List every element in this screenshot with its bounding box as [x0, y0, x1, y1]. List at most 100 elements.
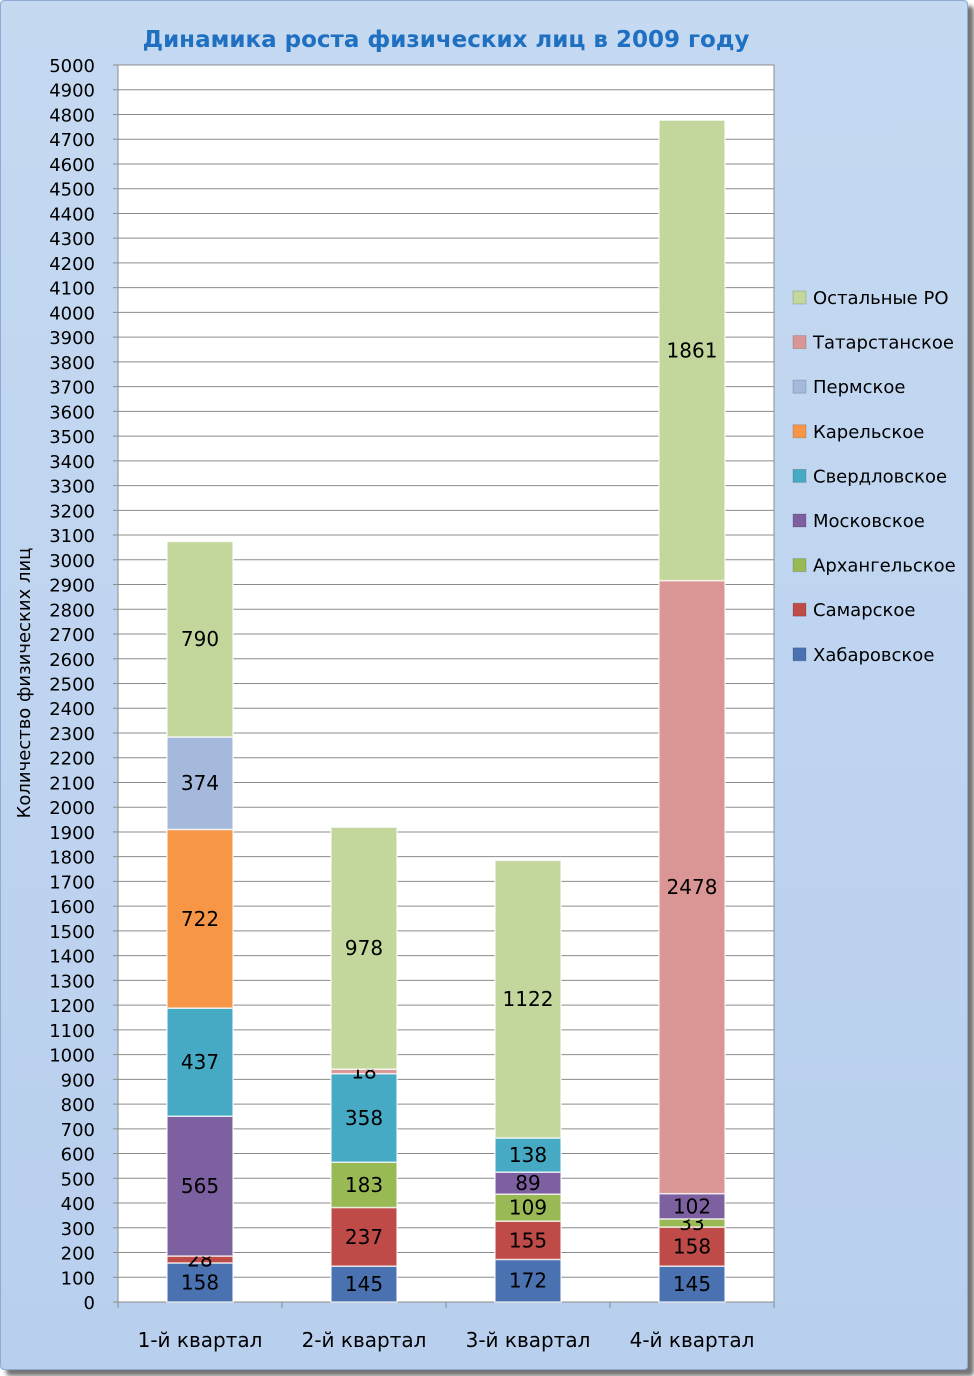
legend-item-label: Московское	[813, 511, 925, 532]
bar-segment	[494, 1220, 562, 1261]
y-axis-ticks: 0 100 200 300 400 500 600 700 800 900 1000 1100 1200…	[49, 56, 95, 1314]
y-tick-label: 800	[61, 1095, 95, 1116]
y-tick-label: 3900	[49, 328, 95, 349]
bar-segment	[330, 826, 398, 1070]
legend: Остальные РО Татарстанское Пермское Карельс…	[792, 288, 956, 666]
data-label: 1122	[503, 987, 554, 1011]
legend-swatch	[792, 558, 807, 573]
y-tick-label: 2800	[49, 600, 95, 621]
data-label: 183	[345, 1173, 383, 1197]
bar-segment	[658, 1192, 726, 1220]
bar-segment	[494, 1137, 562, 1173]
y-tick-label: 3700	[49, 378, 95, 399]
y-tick-label: 700	[61, 1120, 95, 1141]
bar-segment	[330, 1072, 398, 1163]
bar-segment	[330, 1206, 398, 1267]
bar-segment	[330, 1265, 398, 1303]
y-tick-label: 5000	[49, 56, 95, 77]
data-label: 565	[181, 1174, 219, 1198]
y-tick-label: 4000	[49, 303, 95, 324]
data-label: 172	[509, 1269, 547, 1293]
data-label: 790	[181, 627, 219, 651]
data-label: 102	[673, 1194, 711, 1218]
bars: 1582856543772237479014523718335818978172…	[166, 119, 726, 1303]
y-tick-label: 300	[61, 1219, 95, 1240]
y-tick-label: 4100	[49, 279, 95, 300]
bar-segment	[166, 1115, 234, 1257]
bar-segment	[494, 1193, 562, 1222]
legend-item-label: Татарстанское	[812, 333, 954, 354]
bar-segment	[658, 119, 726, 582]
y-tick-label: 4700	[49, 130, 95, 151]
data-label: 138	[509, 1143, 547, 1167]
bar-segment	[166, 540, 234, 738]
data-label: 1861	[667, 338, 718, 362]
legend-swatch	[792, 513, 807, 528]
bar-segment	[658, 1226, 726, 1267]
y-tick-label: 4400	[49, 204, 95, 225]
data-label: 109	[509, 1196, 547, 1220]
chart-title: Динамика роста физических лиц в 2009 год…	[143, 27, 750, 53]
x-tick-label: 3-й квартал	[466, 1328, 591, 1352]
y-tick-label: 1500	[49, 922, 95, 943]
legend-item-label: Хабаровское	[813, 645, 934, 666]
x-tick-label: 4-й квартал	[630, 1328, 755, 1352]
legend-item-label: Самарское	[813, 600, 916, 621]
data-label: 722	[181, 907, 219, 931]
y-tick-label: 2500	[49, 675, 95, 696]
y-tick-label: 4800	[49, 105, 95, 126]
y-tick-label: 3000	[49, 551, 95, 572]
y-tick-label: 3500	[49, 427, 95, 448]
y-tick-label: 2400	[49, 699, 95, 720]
y-tick-label: 1600	[49, 897, 95, 918]
y-tick-label: 1300	[49, 971, 95, 992]
y-tick-label: 1200	[49, 996, 95, 1017]
y-tick-label: 4500	[49, 180, 95, 201]
y-tick-label: 3400	[49, 452, 95, 473]
legend-item-label: Архангельское	[813, 556, 956, 577]
y-tick-label: 3800	[49, 353, 95, 374]
y-tick-label: 400	[61, 1194, 95, 1215]
data-label: 145	[345, 1272, 383, 1296]
bar-segment	[166, 1007, 234, 1117]
y-tick-label: 1000	[49, 1046, 95, 1067]
bar-segment	[166, 1262, 234, 1303]
data-label: 358	[345, 1106, 383, 1130]
y-tick-label: 1900	[49, 823, 95, 844]
legend-swatch	[792, 379, 807, 394]
data-label: 437	[181, 1050, 219, 1074]
legend-item-label: Свердловское	[813, 466, 947, 487]
y-tick-label: 4900	[49, 81, 95, 102]
bar-segment	[494, 1258, 562, 1303]
y-tick-label: 3200	[49, 501, 95, 522]
y-tick-label: 4200	[49, 254, 95, 275]
y-tick-label: 900	[61, 1070, 95, 1091]
legend-swatch	[792, 647, 807, 662]
bar-segment	[166, 736, 234, 831]
y-tick-label: 1800	[49, 848, 95, 869]
y-tick-label: 2900	[49, 576, 95, 597]
y-axis-label: Количество физических лиц	[14, 548, 35, 819]
y-tick-label: 3600	[49, 402, 95, 423]
x-tick-label: 1-й квартал	[138, 1328, 263, 1352]
y-tick-label: 2100	[49, 773, 95, 794]
data-label: 145	[673, 1272, 711, 1296]
legend-swatch	[792, 335, 807, 350]
data-label: 158	[673, 1235, 711, 1259]
x-axis-ticks: 1-й квартал 2-й квартал 3-й квартал 4-й ква…	[138, 1328, 755, 1352]
legend-item-label: Пермское	[813, 377, 905, 398]
y-tick-label: 200	[61, 1244, 95, 1265]
data-label: 978	[345, 936, 383, 960]
y-tick-label: 2200	[49, 749, 95, 770]
data-label: 237	[345, 1225, 383, 1249]
y-tick-label: 4300	[49, 229, 95, 250]
y-tick-label: 0	[84, 1293, 95, 1314]
data-label: 89	[515, 1171, 540, 1195]
legend-item-label: Карельское	[813, 422, 924, 443]
y-tick-label: 1700	[49, 872, 95, 893]
y-tick-label: 1100	[49, 1021, 95, 1042]
y-tick-label: 500	[61, 1169, 95, 1190]
legend-swatch	[792, 468, 807, 483]
